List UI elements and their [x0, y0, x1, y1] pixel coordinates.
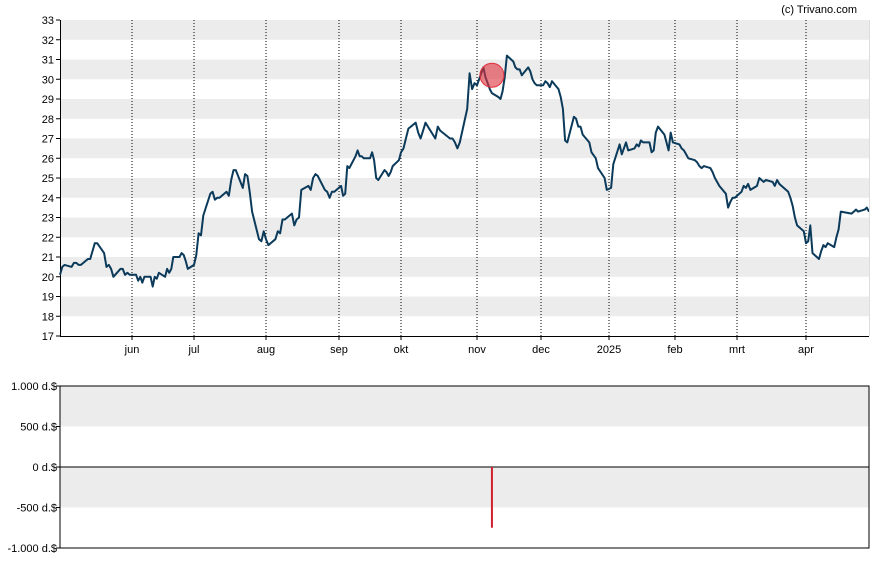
price-grid-band — [60, 138, 869, 159]
volume-y-tick-label: -1.000 d.$ — [7, 543, 57, 555]
price-grid-band — [60, 217, 869, 238]
price-y-tick-label: 22 — [42, 232, 54, 244]
price-y-tick-label: 24 — [42, 193, 54, 205]
price-y-tick-label: 30 — [42, 74, 54, 86]
volume-y-tick-label: -500 d.$ — [17, 503, 57, 515]
price-y-tick-label: 21 — [42, 252, 54, 264]
volume-grid-band — [60, 386, 869, 427]
price-y-tick-label: 26 — [42, 153, 54, 165]
price-series-line — [59, 54, 870, 288]
volume-panel: 1.000 d.$ 500 d.$ 0 d.$ -500 d.$ -1.000 d.$ — [7, 381, 870, 555]
price-y-tick-label: 23 — [42, 213, 54, 225]
price-x-tick-label: apr — [798, 344, 814, 356]
price-grid-band — [60, 59, 869, 80]
credit-label: (c) Trivano.com — [781, 4, 857, 16]
price-panel: 17 18 19 20 21 22 23 24 25 26 27 28 29 30 31 32 33 jun jul… — [42, 15, 870, 356]
price-y-tick-label: 17 — [42, 331, 54, 343]
price-x-tick-label: jul — [187, 344, 199, 356]
price-y-tick-label: 28 — [42, 114, 54, 126]
price-grid-band — [60, 257, 869, 277]
price-x-tick-label: feb — [667, 344, 682, 356]
price-grid-band — [60, 20, 869, 40]
volume-grid-band — [60, 467, 869, 508]
price-grid-band — [60, 296, 869, 317]
price-x-tick-label: okt — [394, 344, 409, 356]
price-y-tick-label: 31 — [42, 55, 54, 67]
price-x-tick-label: aug — [257, 344, 275, 356]
price-grid-band — [60, 99, 869, 119]
price-x-tick-label: 2025 — [597, 344, 621, 356]
price-y-tick-label: 18 — [42, 311, 54, 323]
price-x-tick-label: dec — [532, 344, 550, 356]
price-y-tick-label: 29 — [42, 94, 54, 106]
price-event-marker — [479, 62, 505, 88]
price-y-tick-label: 25 — [42, 173, 54, 185]
price-grid-band — [60, 178, 869, 198]
volume-y-tick-label: 500 d.$ — [20, 422, 57, 434]
volume-y-tick-label: 0 d.$ — [33, 462, 57, 474]
price-x-tick-label: nov — [468, 344, 486, 356]
price-y-tick-label: 19 — [42, 292, 54, 304]
price-y-tick-label: 20 — [42, 272, 54, 284]
price-y-tick-label: 33 — [42, 15, 54, 27]
price-y-tick-label: 32 — [42, 35, 54, 47]
price-x-tick-label: sep — [330, 344, 348, 356]
price-x-tick-label: mrt — [729, 344, 745, 356]
price-x-tick-label: jun — [124, 344, 140, 356]
volume-y-tick-label: 1.000 d.$ — [11, 381, 57, 393]
price-y-tick-label: 27 — [42, 134, 54, 146]
